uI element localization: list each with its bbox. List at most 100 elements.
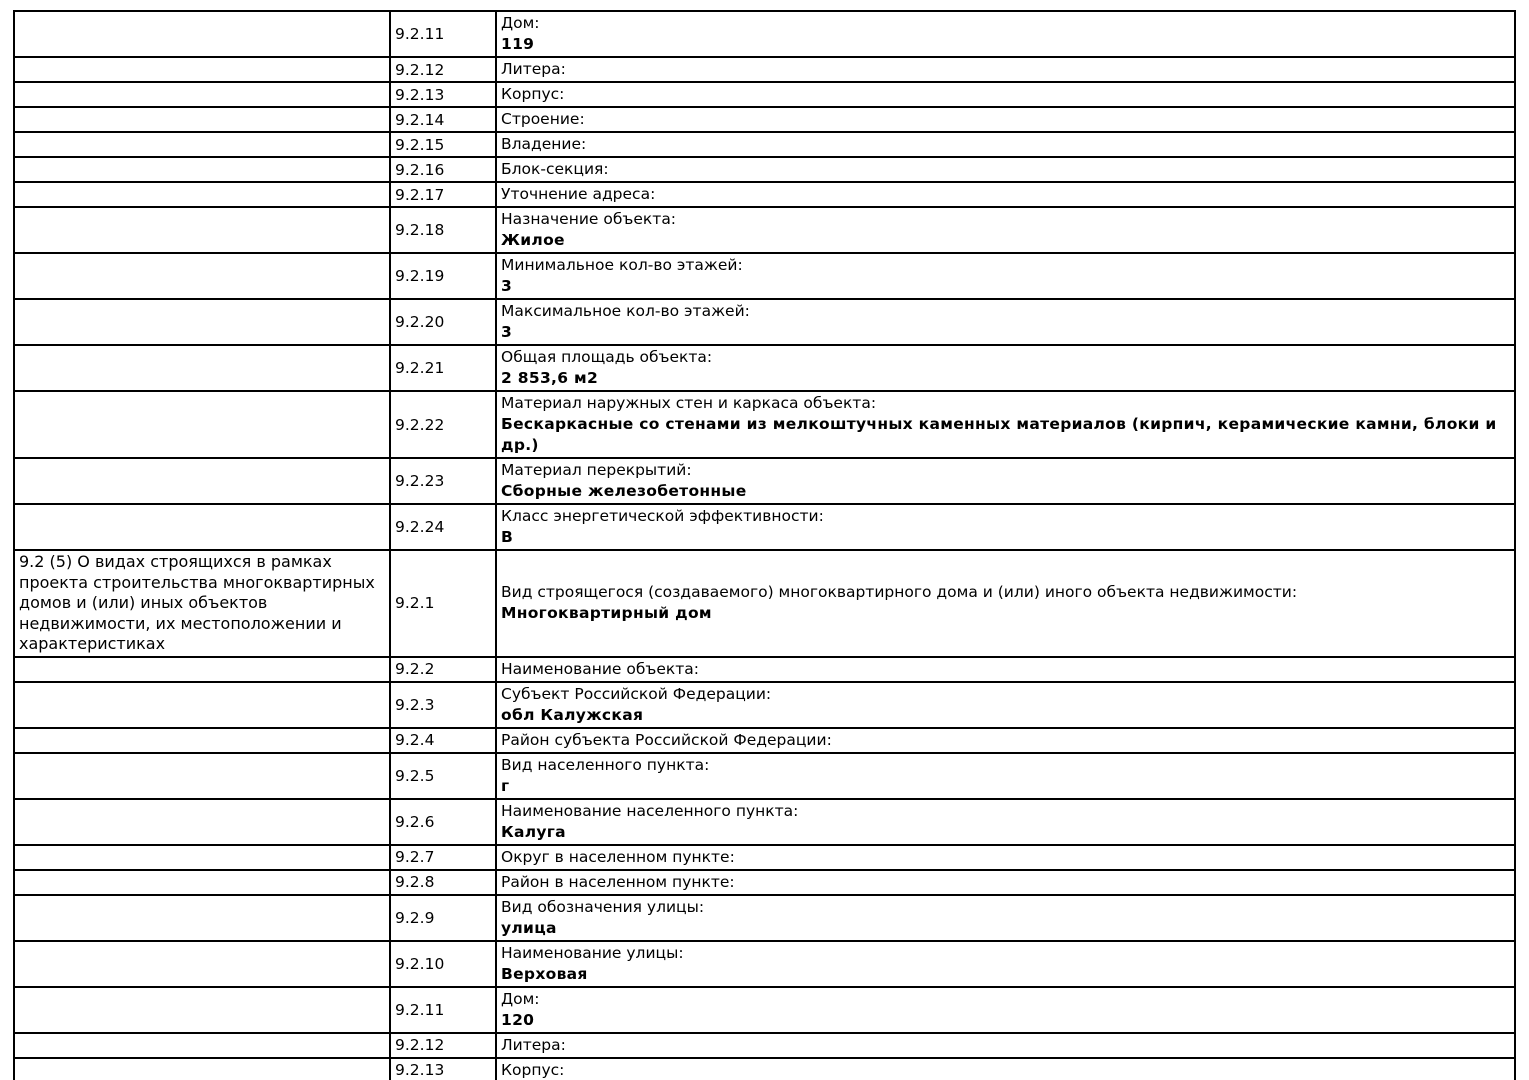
field-label: Корпус: — [501, 85, 565, 103]
row-code-cell: 9.2.8 — [389, 868, 497, 896]
row-code: 9.2.13 — [395, 1061, 445, 1079]
field-label: Максимальное кол-во этажей: — [501, 302, 750, 320]
row-code-cell: 9.2.22 — [389, 390, 497, 459]
field-cell: Литера: — [495, 1031, 1516, 1059]
row-code-cell: 9.2.3 — [389, 680, 497, 729]
row-code-cell: 9.2.1 — [389, 549, 497, 658]
row-code-cell: 9.2.23 — [389, 457, 497, 505]
field-value: г — [501, 776, 510, 795]
left-spacer-cell — [13, 985, 391, 1034]
field-label: Вид строящегося (создаваемого) многоквар… — [501, 583, 1298, 602]
field-value: улица — [501, 918, 557, 937]
left-spacer-cell — [13, 298, 391, 346]
left-spacer-cell — [13, 655, 391, 683]
field-value: Сборные железобетонные — [501, 482, 747, 500]
row-code-cell: 9.2.4 — [389, 726, 497, 754]
row-code: 9.2.11 — [395, 1000, 445, 1019]
left-spacer-cell — [13, 797, 391, 846]
left-spacer-cell — [13, 868, 391, 896]
field-cell: Минимальное кол-во этажей: 3 — [495, 252, 1516, 300]
left-spacer-cell — [13, 106, 391, 133]
row-code: 9.2.12 — [395, 1036, 445, 1054]
row-code: 9.2.20 — [395, 313, 445, 331]
row-code-cell: 9.2.20 — [389, 298, 497, 346]
field-label: Наименование улицы: — [501, 943, 684, 962]
field-value: 3 — [501, 323, 513, 341]
row-code-cell: 9.2.17 — [389, 181, 497, 208]
field-cell: Дом: 119 — [495, 10, 1516, 58]
field-cell: Блок-секция: — [495, 156, 1516, 183]
field-label: Назначение объекта: — [501, 210, 677, 228]
table-row: 9.2.11 Дом: 120 — [13, 985, 1516, 1034]
field-label: Корпус: — [501, 1060, 565, 1079]
row-code-cell: 9.2.10 — [389, 939, 497, 988]
left-spacer-cell — [13, 457, 391, 505]
row-code-cell: 9.2.6 — [389, 797, 497, 846]
field-cell: Округ в населенном пункте: — [495, 843, 1516, 871]
row-code-cell: 9.2.15 — [389, 131, 497, 158]
table-row: 9.2.21 Общая площадь объекта: 2 853,6 м2 — [13, 344, 1516, 392]
row-code: 9.2.7 — [395, 848, 435, 866]
left-spacer-cell — [13, 10, 391, 58]
left-spacer-cell — [13, 680, 391, 729]
left-spacer-cell — [13, 1056, 391, 1080]
field-cell: Максимальное кол-во этажей: 3 — [495, 298, 1516, 346]
field-cell: Литера: — [495, 56, 1516, 83]
field-label: Литера: — [501, 60, 566, 78]
table-row: 9.2.9 Вид обозначения улицы: улица — [13, 893, 1516, 942]
row-code-cell: 9.2.7 — [389, 843, 497, 871]
left-spacer-cell — [13, 390, 391, 459]
field-label: Минимальное кол-во этажей: — [501, 256, 743, 274]
field-label: Материал наружных стен и каркаса объекта… — [501, 394, 877, 412]
row-code: 9.2.18 — [395, 221, 445, 239]
row-code: 9.2.24 — [395, 518, 445, 536]
left-spacer-cell — [13, 751, 391, 800]
field-cell: Общая площадь объекта: 2 853,6 м2 — [495, 344, 1516, 392]
row-code: 9.2.1 — [395, 594, 435, 613]
table-row: 9.2.20 Максимальное кол-во этажей: 3 — [13, 298, 1516, 346]
field-value: Жилое — [501, 231, 565, 249]
left-spacer-cell — [13, 181, 391, 208]
section-description: 9.2 (5) О видах строящихся в рамках прое… — [19, 552, 375, 653]
row-code: 9.2.15 — [395, 135, 445, 154]
table-row: 9.2.24 Класс энергетической эффективности… — [13, 503, 1516, 551]
field-label: Материал перекрытий: — [501, 461, 692, 479]
row-code: 9.2.9 — [395, 908, 435, 927]
declaration-table: 9.2.11 Дом: 119 9.2.12 Литера: 9.2.13 Корпус: 9… — [13, 10, 1516, 1080]
field-cell: Корпус: — [495, 81, 1516, 108]
field-label: Вид обозначения улицы: — [501, 897, 705, 916]
row-code-cell: 9.2.18 — [389, 206, 497, 254]
table-row: 9.2.8 Район в населенном пункте: — [13, 868, 1516, 896]
row-code-cell: 9.2.5 — [389, 751, 497, 800]
field-cell: Вид строящегося (создаваемого) многоквар… — [495, 549, 1516, 658]
field-cell: Строение: — [495, 106, 1516, 133]
row-code: 9.2.3 — [395, 695, 435, 714]
row-code: 9.2.12 — [395, 60, 445, 79]
field-label: Округ в населенном пункте: — [501, 847, 735, 866]
section-description-cell: 9.2 (5) О видах строящихся в рамках прое… — [13, 549, 391, 658]
row-code-cell: 9.2.11 — [389, 10, 497, 58]
table-row: 9.2.18 Назначение объекта: Жилое — [13, 206, 1516, 254]
field-label: Дом: — [501, 14, 540, 32]
row-code-cell: 9.2.11 — [389, 985, 497, 1034]
field-cell: Наименование населенного пункта: Калуга — [495, 797, 1516, 846]
row-code-cell: 9.2.16 — [389, 156, 497, 183]
field-cell: Владение: — [495, 131, 1516, 158]
row-code: 9.2.4 — [395, 731, 435, 749]
field-cell: Наименование объекта: — [495, 655, 1516, 683]
field-value: 2 853,6 м2 — [501, 369, 599, 387]
row-code: 9.2.8 — [395, 873, 435, 891]
field-cell: Дом: 120 — [495, 985, 1516, 1034]
left-spacer-cell — [13, 503, 391, 551]
row-code: 9.2.21 — [395, 359, 445, 377]
row-code: 9.2.2 — [395, 660, 435, 678]
field-label: Район субъекта Российской Федерации: — [501, 730, 832, 749]
left-spacer-cell — [13, 156, 391, 183]
table-row: 9.2.4 Район субъекта Российской Федерации… — [13, 726, 1516, 754]
table-row: 9.2.15 Владение: — [13, 131, 1516, 158]
row-code: 9.2.11 — [395, 25, 445, 43]
row-code: 9.2.13 — [395, 85, 445, 104]
table-row: 9.2.2 Наименование объекта: — [13, 655, 1516, 683]
row-code-cell: 9.2.24 — [389, 503, 497, 551]
